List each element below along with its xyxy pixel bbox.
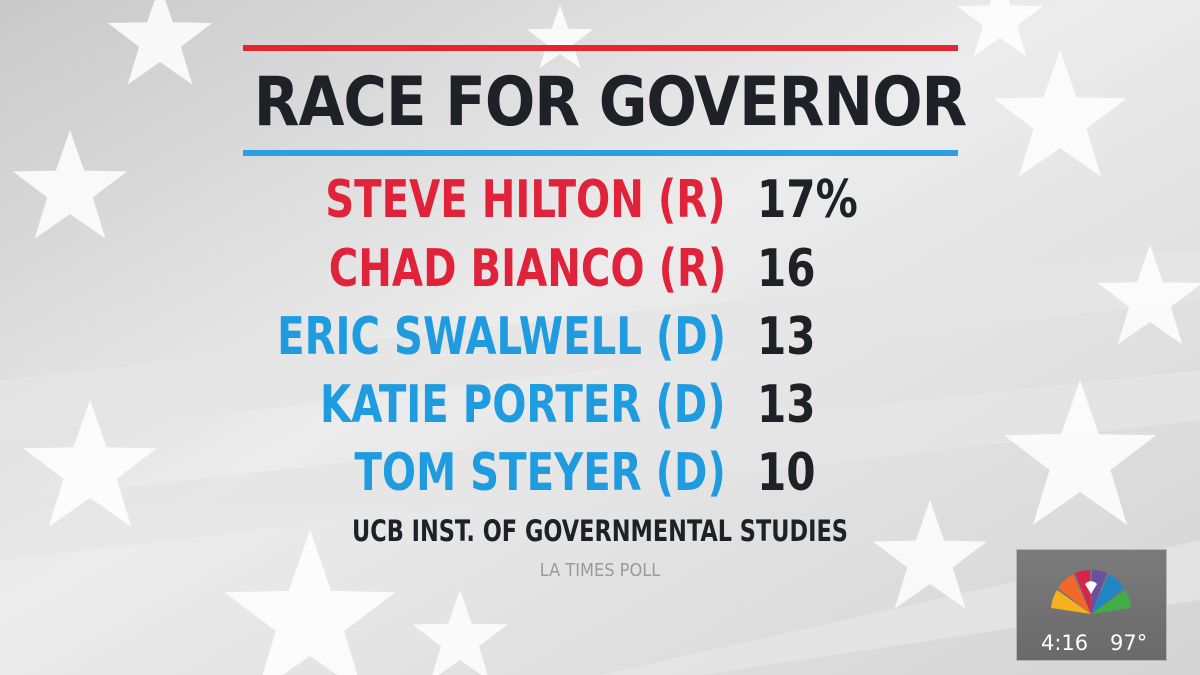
background-star (224, 530, 396, 675)
candidate-row: KATIE PORTER (D) 13 (0, 373, 1200, 437)
poll-source: UCB INST. OF GOVERNMENTAL STUDIES (352, 514, 848, 548)
background-star (1097, 245, 1200, 345)
candidate-percent: 16 (757, 239, 816, 299)
clock-time: 4:16 (1041, 631, 1089, 655)
background-star (993, 50, 1127, 177)
candidate-percent: 17% (757, 170, 858, 230)
background-star (1003, 380, 1157, 525)
background-star (412, 590, 508, 675)
candidate-name: STEVE HILTON (R) (325, 170, 726, 230)
station-bug: 4:16 97° (1016, 549, 1167, 661)
bottom-blue-rule (243, 150, 958, 156)
candidate-row: TOM STEYER (D) 10 (0, 441, 1200, 505)
peacock-logo-icon (1051, 570, 1131, 614)
candidate-name: CHAD BIANCO (R) (328, 239, 726, 299)
background-star (23, 400, 157, 527)
top-red-rule (243, 45, 958, 51)
candidate-row: ERIC SWALWELL (D) 13 (0, 305, 1200, 369)
background-star (526, 5, 594, 69)
background-star (12, 130, 128, 239)
candidate-name: KATIE PORTER (D) (320, 375, 726, 435)
candidate-percent: 10 (757, 443, 816, 503)
background-star (107, 0, 213, 85)
candidate-name: ERIC SWALWELL (D) (277, 307, 726, 367)
candidate-row: CHAD BIANCO (R) 16 (0, 237, 1200, 301)
graphic-title: RACE FOR GOVERNOR (253, 63, 968, 142)
background-star (872, 500, 988, 609)
candidate-percent: 13 (757, 307, 816, 367)
background-star (957, 0, 1043, 57)
candidate-name: TOM STEYER (D) (354, 443, 726, 503)
poll-name: LA TIMES POLL (539, 560, 661, 581)
candidate-percent: 13 (757, 375, 816, 435)
temperature-readout: 97° (1110, 631, 1148, 655)
candidate-row: STEVE HILTON (R) 17% (0, 168, 1200, 232)
